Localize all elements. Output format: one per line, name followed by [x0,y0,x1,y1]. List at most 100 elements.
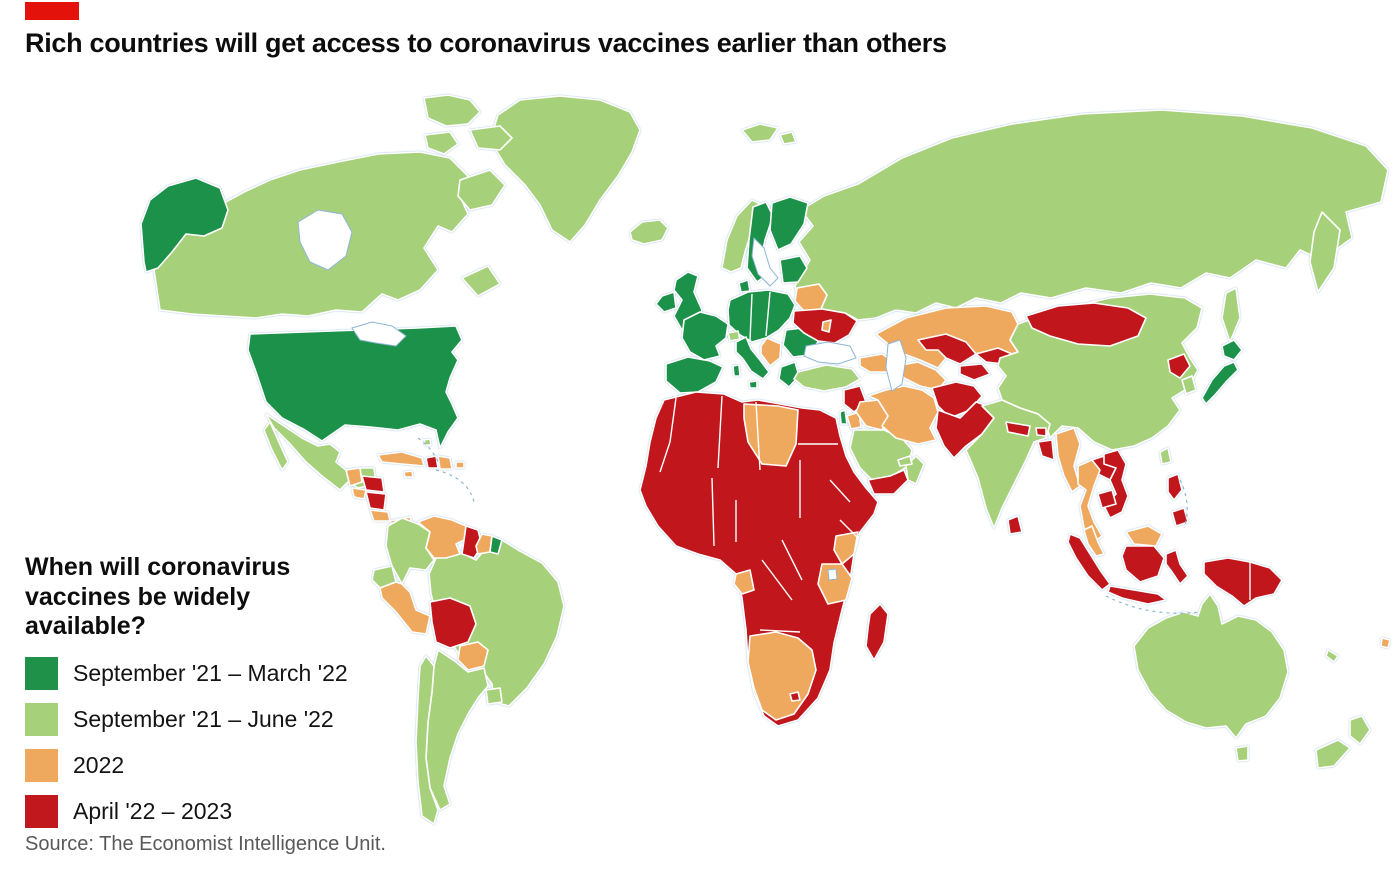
region-cuba [377,451,425,467]
region-new-caledonia [1325,649,1339,663]
region-indonesia-sumatra [1067,533,1111,591]
region-africa-mainland [639,391,879,727]
region-madagascar [865,603,889,661]
region-turkey [793,364,861,392]
region-moldova [821,319,832,333]
region-canadian-arctic-islands [469,125,513,151]
region-svalbard-east [779,131,797,145]
region-bangladesh [1037,439,1055,461]
region-fiji [1380,637,1391,649]
region-vietnam [1103,449,1129,519]
lake-victoria [827,568,838,581]
region-taiwan [1159,447,1172,465]
region-honduras [361,475,385,493]
legend-item-early: September '21 – June '22 [25,702,385,736]
region-peru [379,581,431,635]
region-gabon [733,569,755,595]
region-ireland [655,291,677,313]
region-france [681,311,729,361]
region-malaysia-peninsular [1083,525,1105,557]
region-baffin-island [457,169,506,211]
region-sicily [748,380,758,389]
region-central-europe [727,289,796,343]
maritime-boundary-caribbean [435,469,475,503]
water-bodies [297,209,1201,614]
legend-swatch-red [25,794,58,828]
region-new-zealand-south [1315,739,1351,769]
caspian-sea [885,339,907,392]
region-russia [794,109,1389,321]
region-newfoundland [461,265,501,297]
region-greenland [489,95,641,243]
region-guatemala [345,467,363,487]
region-argentina [425,649,489,811]
region-tajikistan [959,363,991,381]
region-south-korea [1181,375,1197,395]
region-japan-hokkaido [1221,339,1243,361]
legend-swatch-light-green [25,702,58,736]
map-legend: When will coronavirus vaccines be widely… [25,553,385,841]
legend-label: April '22 – 2023 [73,797,233,824]
region-el-salvador [351,487,367,500]
region-indonesia-java [1107,585,1167,605]
region-japan-honshu [1201,361,1239,405]
region-jamaica [403,470,414,478]
region-iran [867,385,939,445]
region-mongolia [1025,302,1147,347]
region-switzerland [727,330,741,342]
maritime-boundary-bahamas [417,437,439,463]
region-nicaragua [365,491,387,511]
page-title: Rich countries will get access to corona… [25,28,947,58]
maritime-boundary-indonesia [1105,595,1201,614]
region-nepal [1005,421,1031,437]
region-italy [735,336,770,380]
region-alaska [140,177,229,273]
region-baja-california [263,421,289,471]
region-paraguay [457,641,489,671]
region-tanzania [817,563,853,605]
region-svalbard [741,123,779,143]
region-lesotho [789,691,801,702]
region-kenya [833,531,859,565]
region-canadian-arctic-islands [424,131,459,155]
region-kamchatka [1309,211,1341,293]
region-philippines-mindanao [1171,507,1189,527]
region-costa-rica [369,509,391,522]
region-indonesia-kalimantan [1121,545,1165,583]
legend-swatch-orange [25,748,58,782]
region-uruguay [485,687,503,705]
region-new-guinea [1203,557,1283,607]
region-australia [1133,593,1289,739]
country-border-lines [659,291,1251,633]
region-uzbekistan [917,333,977,365]
region-suriname [475,533,493,555]
region-israel [839,409,848,425]
legend-label: September '21 – June '22 [73,705,334,732]
legend-item-mid: 2022 [25,748,385,782]
legend-swatch-dark-green [25,656,58,690]
region-cambodia [1097,489,1117,509]
region-iberia [665,356,724,394]
hudson-bay [297,209,353,271]
region-haiti [425,455,439,469]
region-french-guiana [489,535,503,555]
region-sakhalin [1221,287,1241,343]
region-puerto-rico [455,461,465,469]
region-sardinia [732,364,741,377]
region-venezuela [417,515,469,559]
black-sea [803,341,857,365]
region-philippines-luzon [1167,473,1183,501]
region-iceland [629,219,669,245]
region-malaysia-borneo [1125,525,1163,547]
region-thailand [1077,459,1103,543]
source-note: Source: The Economist Intelligence Unit. [25,833,386,855]
region-sri-lanka [1007,515,1023,535]
region-dominican-republic [437,455,453,470]
region-baltic-states [779,255,808,284]
region-uae-qatar [897,455,913,467]
region-bhutan [1035,427,1047,437]
region-western-balkans [760,337,782,367]
baltic-sea [751,236,779,287]
legend-item-earliest: September '21 – March '22 [25,656,385,690]
